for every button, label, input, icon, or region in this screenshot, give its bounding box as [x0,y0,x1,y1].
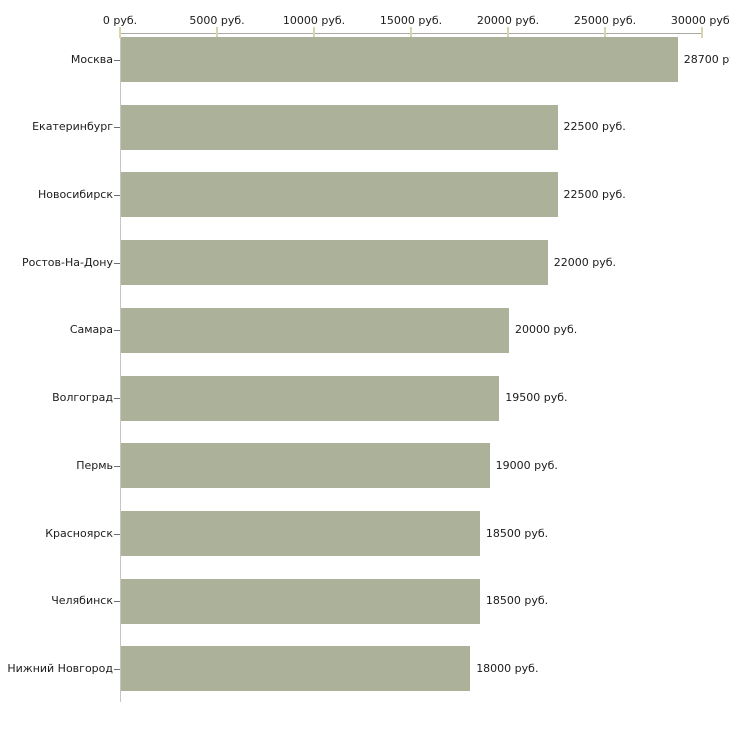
y-axis-tick [114,330,120,332]
x-axis-tick-label: 0 руб. [102,14,138,27]
category-label: Челябинск [51,594,113,608]
x-axis-tick [313,27,315,38]
bar [121,443,490,489]
x-axis-tick-label: 20000 руб. [476,14,540,27]
x-axis-tick [604,27,606,38]
bar [121,104,558,150]
x-axis-tick [507,27,509,38]
category-label: Ростов-На-Дону [21,255,113,269]
y-axis-tick [114,533,120,535]
value-label: 22000 руб. [553,255,617,269]
category-label: Екатеринбург [32,120,113,134]
category-label: Москва [70,52,113,66]
x-axis-tick-label: 30000 руб. [670,14,730,27]
x-axis-tick-label: 10000 руб. [282,14,346,27]
y-axis-tick [114,601,120,603]
x-axis-tick [410,27,412,38]
y-axis-tick [114,465,120,467]
value-label: 19500 руб. [505,391,568,405]
value-label: 20000 руб. [515,323,578,337]
category-label: Нижний Новгород [7,661,113,675]
bar [121,307,509,353]
x-axis-tick [701,27,703,38]
y-axis-tick [114,668,120,670]
bar [121,375,500,421]
x-axis-tick-label: 5000 руб. [189,14,245,27]
bar [121,511,480,557]
category-label: Пермь [76,458,113,472]
category-label: Красноярск [45,526,113,540]
y-axis-tick [114,262,120,264]
x-axis-tick-label: 15000 руб. [379,14,443,27]
bar [121,646,471,692]
category-label: Самара [69,323,113,337]
y-axis-line [120,33,121,702]
bar [121,172,558,218]
value-label: 22500 руб. [563,120,626,134]
bar [121,578,480,624]
bar [121,37,678,82]
value-label: 28700 руб. [683,52,730,66]
category-label: Волгоград [52,391,113,405]
category-label: Новосибирск [37,187,113,201]
value-label: 18500 руб. [485,594,549,608]
bar [121,240,548,286]
x-axis-tick [216,27,218,38]
y-axis-tick [114,194,120,196]
value-label: 22500 руб. [563,187,626,201]
x-axis-tick-label: 25000 руб. [573,14,637,27]
value-label: 19000 руб. [495,458,558,472]
value-label: 18000 руб. [476,661,539,675]
y-axis-tick [114,127,120,129]
value-label: 18500 руб. [485,526,549,540]
y-axis-tick [114,59,120,61]
y-axis-tick [114,398,120,400]
x-axis-tick [119,27,121,38]
